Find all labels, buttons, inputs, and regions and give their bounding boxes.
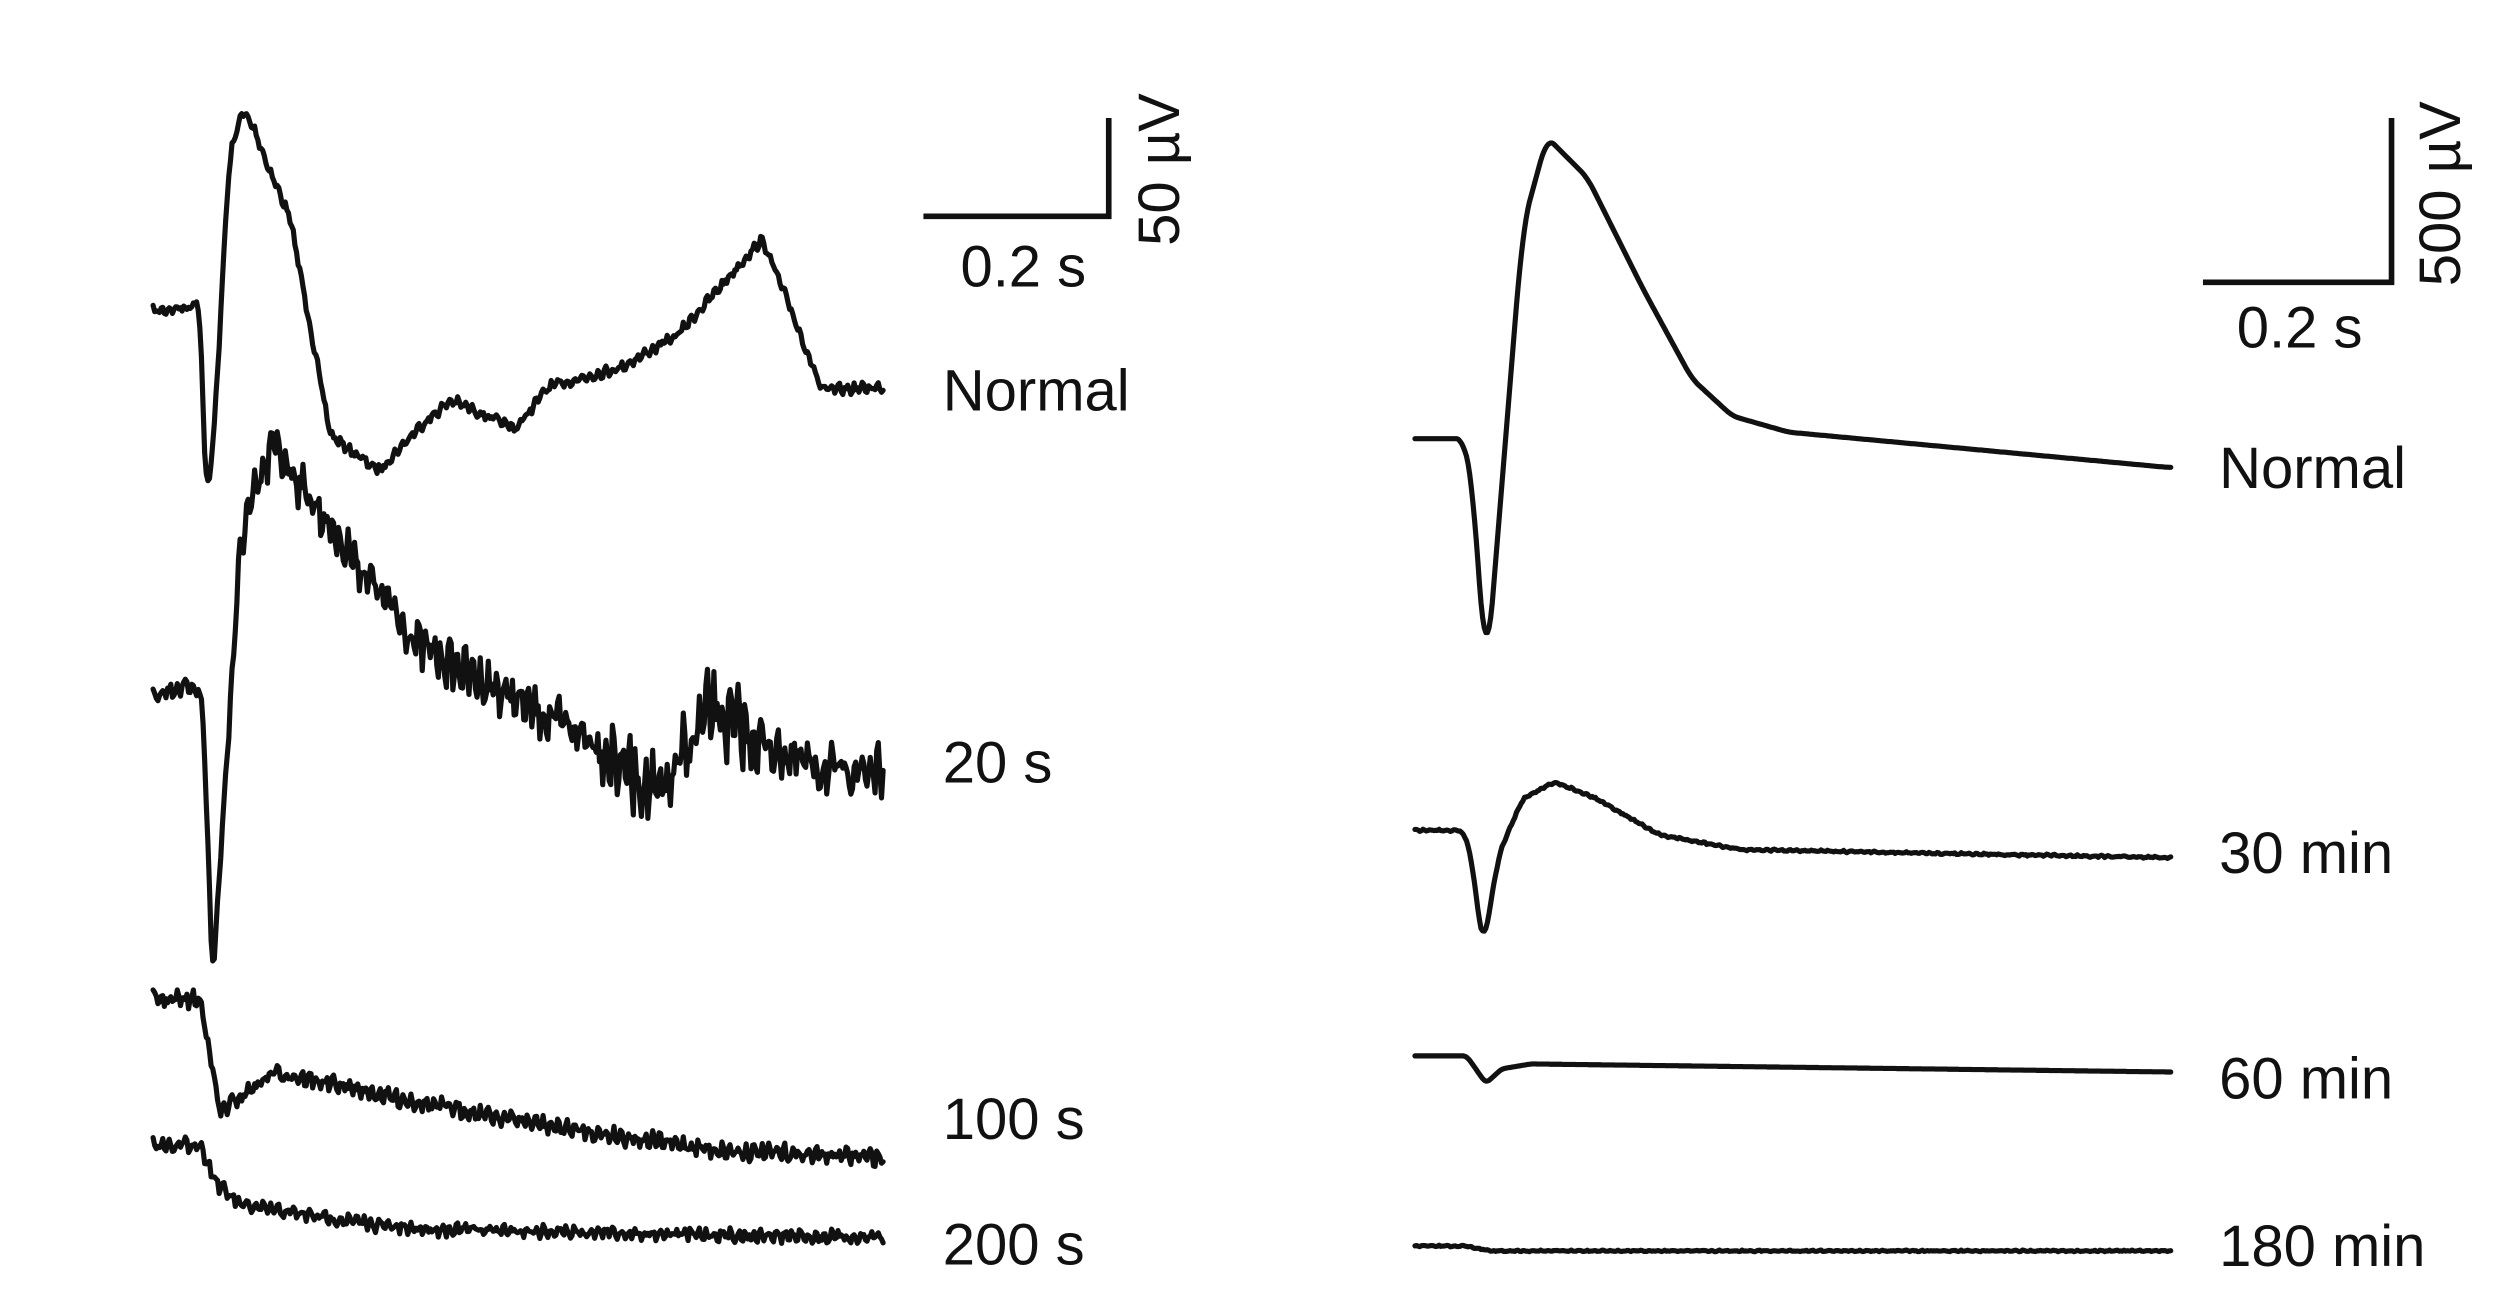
trace	[1412, 1053, 2174, 1084]
trace	[150, 111, 886, 484]
scale-amplitude-label: 500 µV	[2408, 101, 2473, 286]
trace-label: Normal	[943, 358, 1130, 423]
trace-label: 30 min	[2219, 821, 2393, 886]
trace	[1412, 1242, 2174, 1255]
trace	[1412, 140, 2174, 636]
trace-label: 60 min	[2219, 1047, 2393, 1112]
scale-bar	[923, 117, 1112, 220]
trace-label: 100 s	[943, 1087, 1085, 1152]
scale-amplitude-label: 50 µV	[1127, 93, 1192, 246]
scale-time-label: 0.2 s	[960, 234, 1086, 299]
trace-label: 180 min	[2219, 1214, 2425, 1279]
trace	[1412, 779, 2174, 934]
trace	[150, 987, 886, 1170]
scale-time-label: 0.2 s	[2237, 296, 2363, 361]
scale-bar	[2202, 117, 2395, 286]
trace-label: 20 s	[943, 731, 1053, 796]
trace	[150, 1134, 886, 1246]
trace-label: 200 s	[943, 1213, 1085, 1278]
trace	[150, 429, 886, 964]
trace-label: Normal	[2219, 436, 2406, 501]
